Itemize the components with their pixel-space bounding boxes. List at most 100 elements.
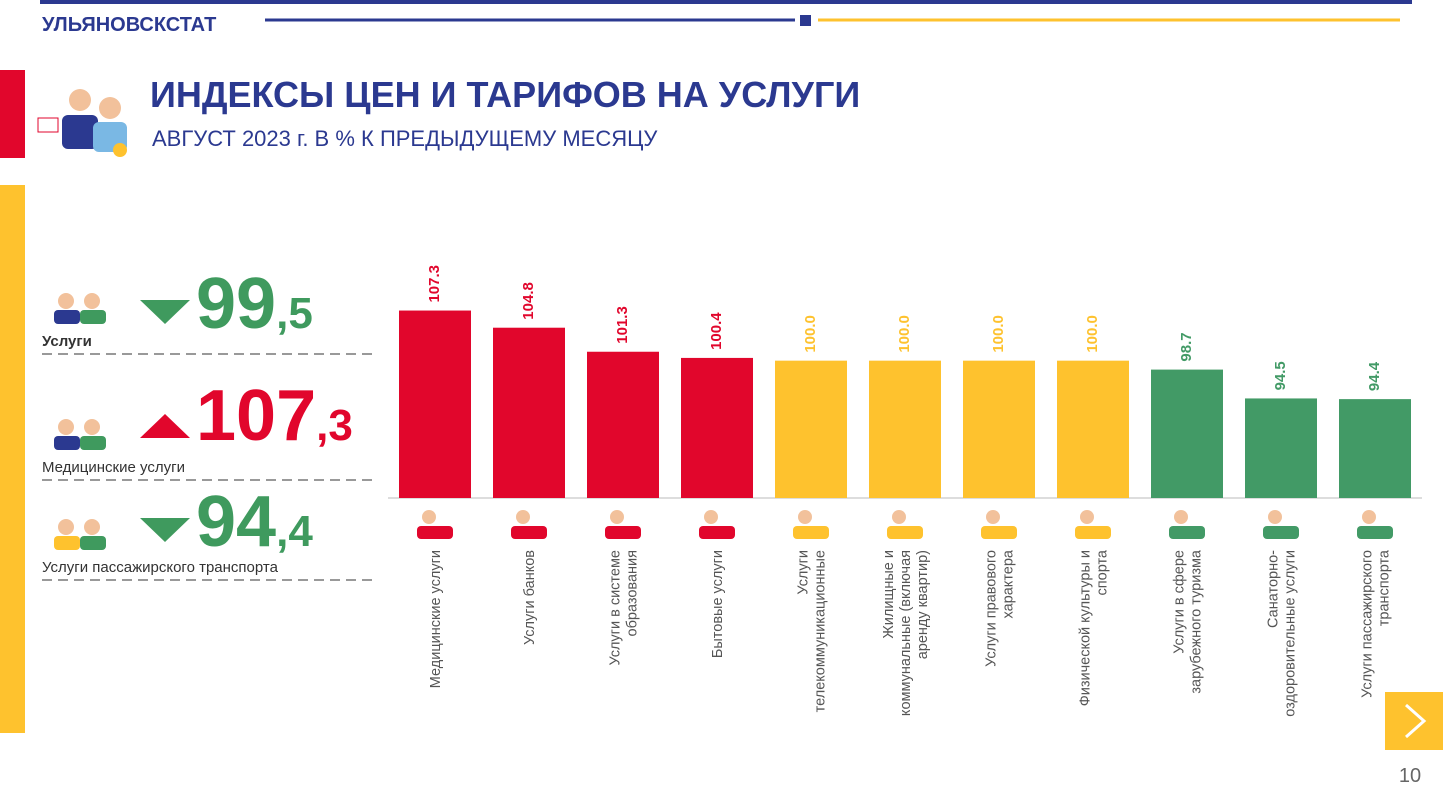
- category-icon: [981, 510, 1017, 539]
- icon-head: [84, 519, 100, 535]
- icon-head: [58, 419, 74, 435]
- kpi-icon: [54, 293, 106, 324]
- value-label: 94.4: [1366, 361, 1383, 391]
- accent-red: [0, 70, 25, 158]
- x-tick-line: телекоммуникационные: [813, 550, 829, 712]
- x-tick-line: Услуги пассажирского: [1360, 550, 1376, 698]
- x-tick-line: оздоровительные услуги: [1283, 550, 1299, 717]
- bar: [1245, 398, 1317, 498]
- bar: [1339, 399, 1411, 498]
- category-icon: [1263, 510, 1299, 539]
- category-icon: [1169, 510, 1205, 539]
- x-tick-line: коммунальные (включая: [898, 550, 914, 716]
- x-tick-label: Жилищные икоммунальные (включаяаренду кв…: [881, 550, 931, 716]
- page-subtitle: АВГУСТ 2023 г. В % К ПРЕДЫДУЩЕМУ МЕСЯЦУ: [152, 126, 658, 151]
- value-label: 101.3: [614, 306, 631, 344]
- bar: [1151, 369, 1223, 498]
- kpi-decimal: ,3: [316, 401, 353, 450]
- icon-shape: [699, 526, 735, 539]
- icon-shape: [986, 510, 1000, 524]
- org-name: УЛЬЯНОВСКСТАТ: [42, 14, 216, 36]
- icon-head: [58, 293, 74, 309]
- title-icon: [37, 89, 127, 157]
- top-rule: [40, 0, 1412, 4]
- value-label: 100.4: [708, 312, 725, 350]
- value-label: 100.0: [990, 315, 1007, 353]
- category-icon: [793, 510, 829, 539]
- x-tick-label: Услуги банков: [522, 550, 538, 645]
- header-square: [800, 15, 811, 26]
- x-tick-line: Жилищные и: [881, 550, 897, 639]
- value-label: 104.8: [520, 282, 537, 320]
- x-tick-line: Бытовые услуги: [710, 550, 726, 658]
- x-tick-line: спорта: [1095, 549, 1111, 595]
- icon-shape: [422, 510, 436, 524]
- icon-shape: [511, 526, 547, 539]
- x-tick-line: Медицинские услуги: [428, 550, 444, 688]
- x-tick-label: Бытовые услуги: [710, 550, 726, 658]
- kpi-whole: 94: [196, 482, 276, 562]
- icon-head: [84, 419, 100, 435]
- icon-shape: [981, 526, 1017, 539]
- icon-shape: [1357, 526, 1393, 539]
- accent-yellow: [0, 185, 25, 733]
- x-tick-line: Услуги в системе: [608, 550, 624, 666]
- icon-shape: [1362, 510, 1376, 524]
- x-tick-line: характера: [1001, 549, 1017, 618]
- value-label: 100.0: [896, 315, 913, 353]
- x-tick-line: Услуги банков: [522, 550, 538, 645]
- icon-body: [80, 310, 106, 324]
- icon-body: [54, 536, 80, 550]
- bar: [775, 360, 847, 498]
- category-icon: [887, 510, 923, 539]
- bar: [963, 360, 1035, 498]
- x-tick-label: Услугителекоммуникационные: [796, 550, 829, 712]
- icon-shape: [892, 510, 906, 524]
- page-number: 10: [1399, 765, 1421, 787]
- bar: [587, 351, 659, 498]
- kpi-icon: [54, 519, 106, 550]
- x-tick-line: образования: [625, 550, 641, 636]
- icon-shape: [1075, 526, 1111, 539]
- icon-body: [54, 436, 80, 450]
- value-label: 100.0: [802, 315, 819, 353]
- kpi-label: Услуги: [42, 333, 92, 350]
- icon-body: [54, 310, 80, 324]
- icon-shape: [1263, 526, 1299, 539]
- kpi-decimal: ,4: [276, 507, 313, 556]
- x-tick-line: Услуги правового: [984, 550, 1000, 667]
- x-tick-line: зарубежного туризма: [1189, 549, 1205, 694]
- category-icon: [1075, 510, 1111, 539]
- x-tick-line: транспорта: [1377, 549, 1393, 626]
- x-tick-line: Физической культуры и: [1078, 550, 1094, 706]
- icon-shape: [1174, 510, 1188, 524]
- icon-shape: [704, 510, 718, 524]
- x-tick-line: аренду квартир): [915, 550, 931, 659]
- icon-shape: [417, 526, 453, 539]
- icon-shape: [516, 510, 530, 524]
- icon-shape: [798, 510, 812, 524]
- category-icon: [511, 510, 547, 539]
- icon-body: [80, 436, 106, 450]
- kpi-icon: [54, 419, 106, 450]
- kpi-value: 94,4: [196, 482, 313, 562]
- icon-shape: [1080, 510, 1094, 524]
- value-label: 107.3: [426, 265, 443, 303]
- next-button[interactable]: [1385, 692, 1443, 750]
- kpi-value: 107,3: [196, 376, 353, 456]
- bar: [681, 357, 753, 498]
- bar: [399, 310, 471, 498]
- next-chevron[interactable]: [1405, 703, 1427, 739]
- kpi-decimal: ,5: [276, 289, 313, 338]
- category-icon: [699, 510, 735, 539]
- kpi-panel: Услуги 99,5 Медицинские услуги 107,3 Услуги …: [42, 264, 372, 581]
- kpi-label: Услуги пассажирского транспорта: [42, 559, 279, 576]
- kpi-arrow: [140, 518, 190, 542]
- bar: [493, 327, 565, 498]
- icon-shape: [610, 510, 624, 524]
- x-tick-label: Физической культуры испорта: [1078, 549, 1111, 706]
- x-tick-label: Услуги в системеобразования: [608, 550, 641, 666]
- value-label: 94.5: [1272, 361, 1289, 390]
